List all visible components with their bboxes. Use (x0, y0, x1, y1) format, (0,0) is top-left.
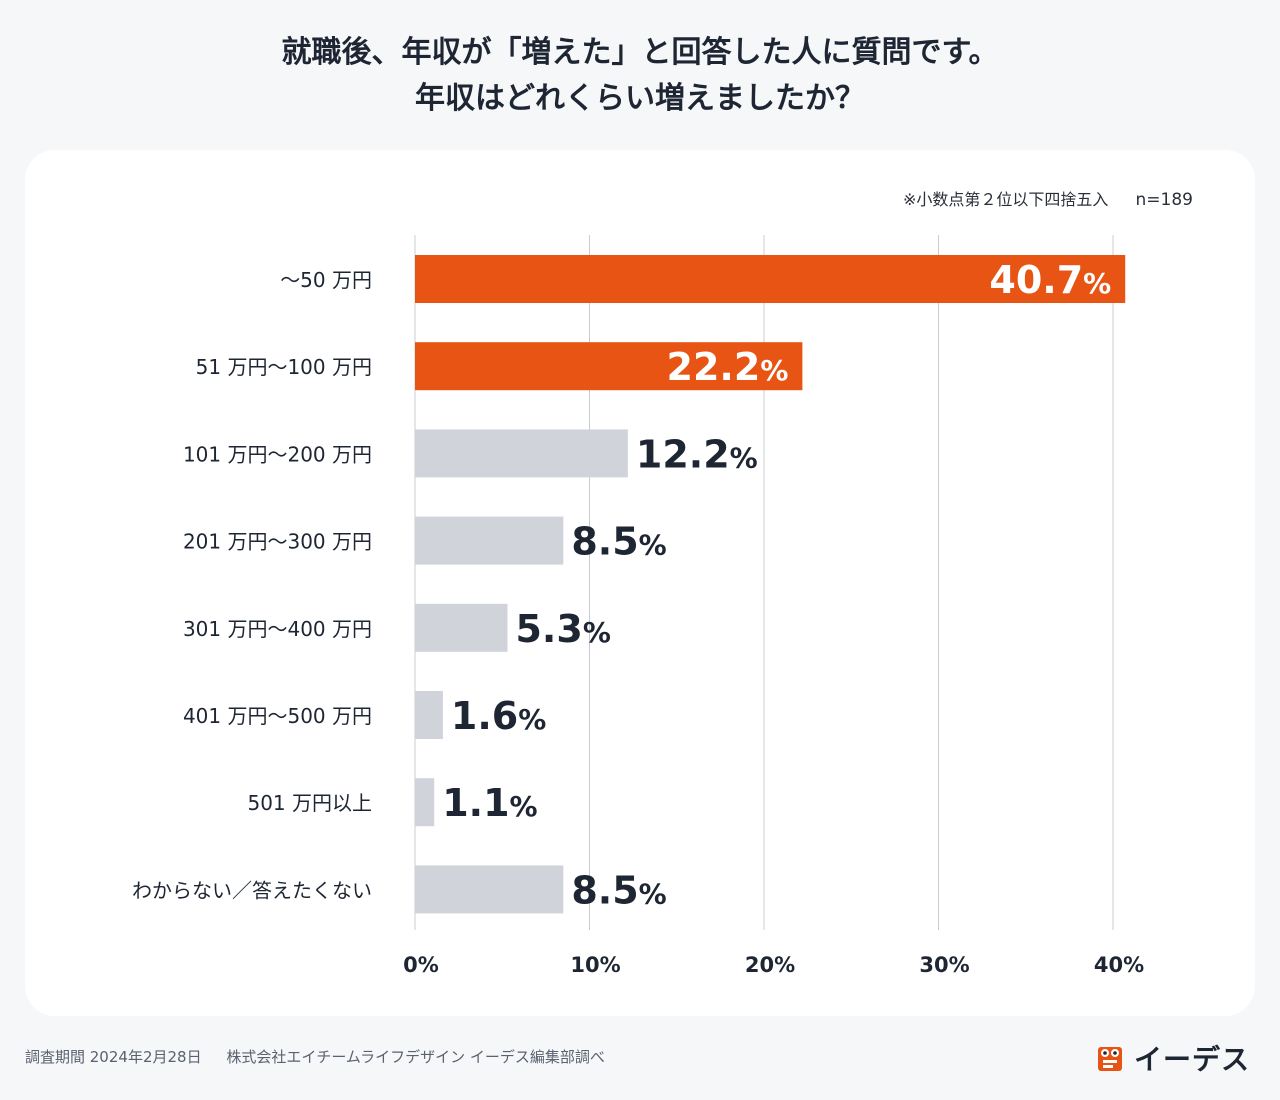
survey-company: 株式会社エイチームライフデザイン イーデス編集部調べ (226, 1048, 605, 1066)
data-label: 8.5% (571, 868, 666, 912)
x-tick-label: 30% (919, 953, 969, 977)
category-label: ～50 万円 (280, 268, 372, 292)
owl-logo-icon (1096, 1043, 1126, 1073)
chart-note: ※小数点第２位以下四捨五入 n=189 (903, 186, 1193, 210)
x-tick-label: 0% (403, 953, 439, 977)
bar (415, 865, 564, 914)
data-label: 8.5% (571, 520, 666, 564)
survey-period: 調査期間 2024年2月28日 (25, 1048, 202, 1066)
x-tick-label: 40% (1094, 953, 1144, 977)
bar (415, 255, 1126, 303)
data-label: 40.7% (989, 258, 1111, 302)
data-label: 12.2% (636, 432, 758, 476)
sample-size: n=189 (1135, 190, 1193, 210)
x-tick-label: 10% (570, 953, 620, 977)
category-label: 101 万円～200 万円 (183, 442, 372, 466)
logo-text: イーデス (1133, 1043, 1250, 1076)
bar (415, 603, 508, 652)
category-label: 401 万円～500 万円 (183, 704, 372, 728)
title-line-2: 年収はどれくらい増えましたか？ (415, 81, 865, 116)
rounding-note: ※小数点第２位以下四捨五入 (903, 190, 1109, 209)
bar (415, 691, 443, 739)
data-label: 1.6% (451, 694, 546, 738)
category-label: わからない／答えたくない (132, 878, 372, 902)
category-label: 201 万円～300 万円 (183, 530, 372, 554)
category-label: 51 万円～100 万円 (196, 355, 372, 379)
data-label: 1.1% (442, 781, 537, 825)
bar (415, 342, 803, 391)
category-label: 301 万円～400 万円 (183, 617, 372, 641)
category-label: 501 万円以上 (247, 791, 372, 815)
brand-logo: イーデス (1096, 1038, 1250, 1078)
chart-title: 就職後、年収が「増えた」と回答した人に質問です。 年収はどれくらい増えましたか？ (0, 30, 1280, 122)
x-tick-label: 20% (745, 953, 795, 977)
bar (415, 429, 628, 478)
footer: 調査期間 2024年2月28日 株式会社エイチームライフデザイン イーデス編集部… (25, 1046, 605, 1067)
data-label: 22.2% (667, 345, 789, 389)
title-line-1: 就職後、年収が「増えた」と回答した人に質問です。 (281, 35, 999, 70)
bar (415, 516, 564, 565)
data-label: 5.3% (515, 607, 610, 651)
bar (415, 778, 435, 827)
